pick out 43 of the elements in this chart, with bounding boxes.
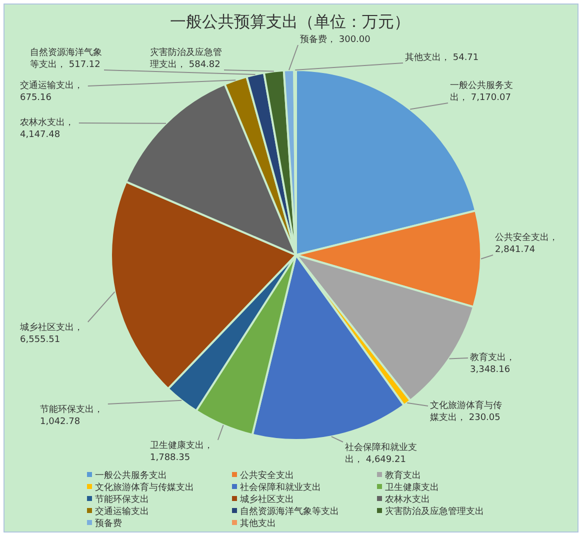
data-label: 农林水支出， 4,147.48 xyxy=(20,117,77,140)
legend-label: 文化旅游体育与传媒支出 xyxy=(95,482,194,493)
data-label: 一般公共服务支出， 7,170.07 xyxy=(450,80,513,103)
legend-item: 交通运输支出 xyxy=(87,507,149,517)
data-label: 公共安全支出， 2,841.74 xyxy=(495,232,561,255)
legend-label: 社会保障和就业支出 xyxy=(240,482,321,493)
legend-item: 卫生健康支出 xyxy=(377,483,439,493)
legend-item: 节能环保支出 xyxy=(87,495,149,505)
legend-item: 城乡社区支出 xyxy=(232,495,294,505)
data-label: 交通运输支出， 675.16 xyxy=(20,80,86,103)
legend-label: 城乡社区支出 xyxy=(239,494,294,505)
legend-label: 一般公共服务支出 xyxy=(95,470,167,481)
legend-item: 一般公共服务支出 xyxy=(87,471,167,481)
data-label: 其他支出， 54.71 xyxy=(405,52,479,63)
legend-label: 卫生健康支出 xyxy=(385,482,439,493)
legend-label: 其他支出 xyxy=(240,518,276,529)
legend-item: 自然资源海洋气象等支出 xyxy=(232,507,339,517)
legend-item: 社会保障和就业支出 xyxy=(232,483,321,493)
legend-item: 教育支出 xyxy=(377,471,421,481)
data-label: 预备费， 300.00 xyxy=(300,34,371,45)
data-label: 社会保障和就业支出， 4,649.21 xyxy=(345,442,417,465)
legend-label: 节能环保支出 xyxy=(95,494,149,505)
data-label: 自然资源海洋气象等支出， 517.12 xyxy=(30,47,102,70)
legend-label: 农林水支出 xyxy=(385,494,430,505)
legend-item: 公共安全支出 xyxy=(232,471,294,481)
data-label: 节能环保支出， 1,042.78 xyxy=(40,404,106,427)
legend-item: 灾害防治及应急管理支出 xyxy=(377,507,484,517)
legend-item: 其他支出 xyxy=(232,519,276,529)
chart-title: 一般公共预算支出（单位：万元） xyxy=(170,12,410,31)
data-label: 文化旅游体育与传媒支出， 230.05 xyxy=(430,400,502,423)
legend-item: 文化旅游体育与传媒支出 xyxy=(87,483,194,493)
data-label: 卫生健康支出， 1,788.35 xyxy=(150,440,216,463)
legend-label: 自然资源海洋气象等支出 xyxy=(240,506,339,517)
legend-label: 公共安全支出 xyxy=(240,470,294,481)
legend-label: 预备费 xyxy=(95,518,122,529)
legend-item: 预备费 xyxy=(87,519,122,529)
data-label: 教育支出， 3,348.16 xyxy=(470,352,518,375)
legend-label: 教育支出 xyxy=(385,470,421,481)
legend-label: 交通运输支出 xyxy=(95,506,149,517)
legend-item: 农林水支出 xyxy=(377,495,430,505)
legend-label: 灾害防治及应急管理支出 xyxy=(385,506,484,517)
data-label: 灾害防治及应急管理支出， 584.82 xyxy=(150,47,222,70)
data-label: 城乡社区支出， 6,555.51 xyxy=(19,322,86,345)
